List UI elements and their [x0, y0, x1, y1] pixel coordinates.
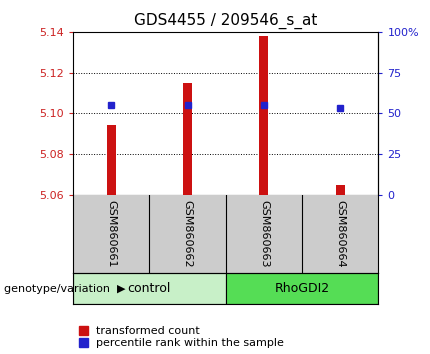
Text: genotype/variation  ▶: genotype/variation ▶	[4, 284, 126, 293]
Bar	[259, 36, 268, 195]
Bar	[226, 273, 378, 304]
Text: GSM860661: GSM860661	[106, 200, 116, 267]
Text: GSM860664: GSM860664	[335, 200, 345, 268]
Text: control: control	[128, 282, 171, 295]
Bar	[107, 125, 116, 195]
Title: GDS4455 / 209546_s_at: GDS4455 / 209546_s_at	[134, 13, 317, 29]
Legend: transformed count, percentile rank within the sample: transformed count, percentile rank withi…	[79, 326, 284, 348]
Text: GSM860663: GSM860663	[259, 200, 269, 267]
Bar	[73, 273, 226, 304]
Bar	[183, 83, 192, 195]
Text: GSM860662: GSM860662	[183, 200, 193, 268]
Bar	[336, 184, 345, 195]
Text: RhoGDI2: RhoGDI2	[274, 282, 330, 295]
